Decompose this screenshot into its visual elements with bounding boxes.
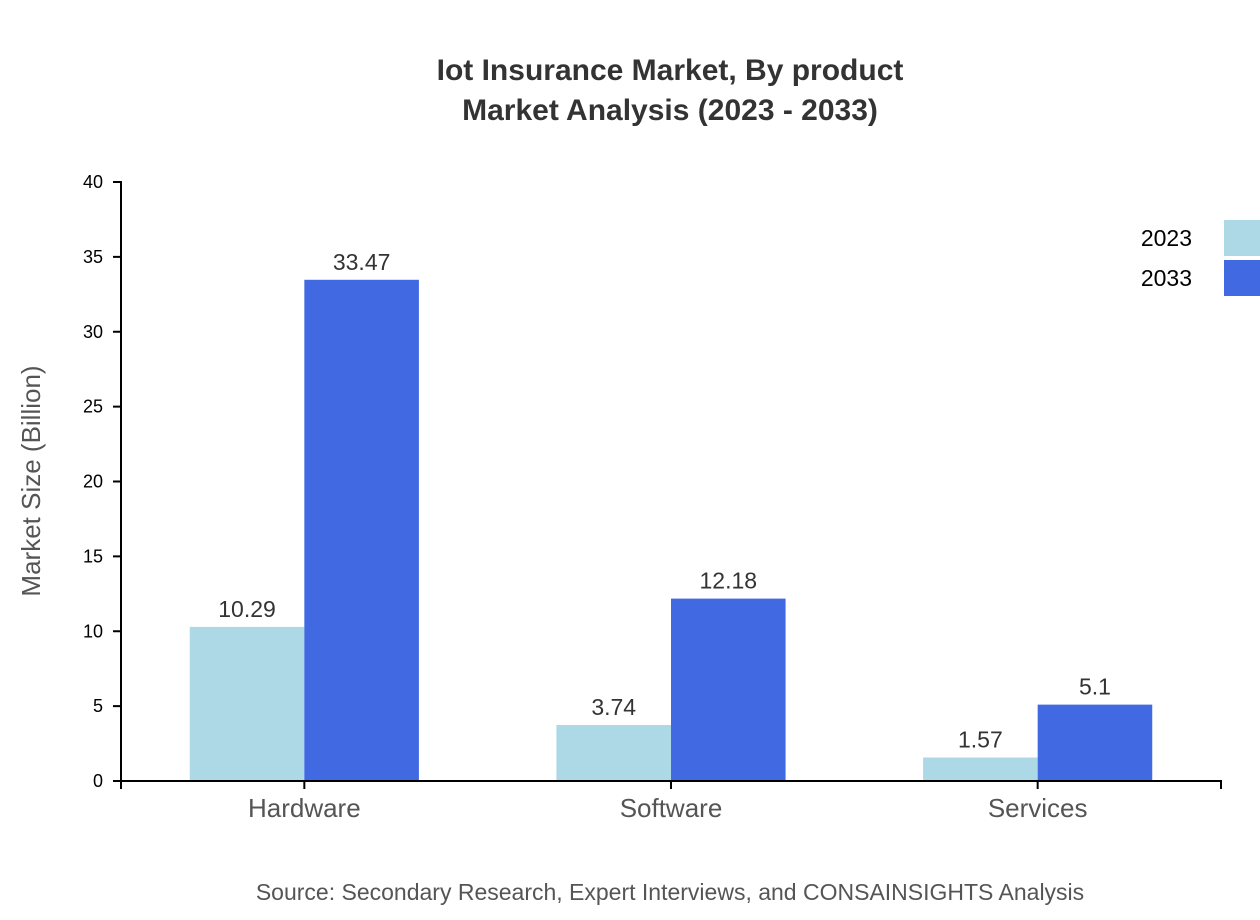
bar-hardware-2033 <box>304 279 419 781</box>
y-tick-label: 40 <box>83 172 103 192</box>
data-label: 33.47 <box>333 249 391 275</box>
y-tick-label: 25 <box>83 397 103 417</box>
axes: Hardware Software Services 0 5 10 15 20 25 30 35 40 <box>83 172 1222 823</box>
bar-software-2023 <box>556 724 671 781</box>
legend: 2023 2033 <box>1141 220 1260 296</box>
y-tick-label: 35 <box>83 247 103 267</box>
y-tick-label: 10 <box>83 621 103 641</box>
x-tick-label: Hardware <box>248 793 361 823</box>
data-label: 10.29 <box>218 596 276 622</box>
bar-services-2033 <box>1037 704 1153 781</box>
source-note: Source: Secondary Research, Expert Inter… <box>256 879 1084 905</box>
legend-swatch-2023 <box>1224 220 1260 256</box>
data-label: 5.1 <box>1079 674 1111 700</box>
bar-hardware-2023 <box>189 626 305 781</box>
y-tick-label: 5 <box>93 696 103 716</box>
y-axis-label: Market Size (Billion) <box>16 365 46 596</box>
y-tick-label: 0 <box>93 771 103 791</box>
bars: 10.29 33.47 3.74 12.18 1.57 5.1 <box>189 249 1153 781</box>
bar-services-2023 <box>923 757 1038 781</box>
legend-label: 2023 <box>1141 225 1192 251</box>
data-label: 3.74 <box>591 694 636 720</box>
chart-title-line-1: Iot Insurance Market, By product <box>437 54 904 87</box>
legend-swatch-2033 <box>1224 260 1260 296</box>
chart-title-line-2: Market Analysis (2023 - 2033) <box>462 94 878 127</box>
y-tick-label: 15 <box>83 546 103 566</box>
data-label: 12.18 <box>700 568 758 594</box>
bar-software-2033 <box>671 598 786 781</box>
data-label: 1.57 <box>958 726 1003 752</box>
x-tick-label: Services <box>988 793 1088 823</box>
y-tick-label: 30 <box>83 322 103 342</box>
y-tick-label: 20 <box>83 472 103 492</box>
x-axis <box>120 780 1222 789</box>
x-tick-label: Software <box>620 793 723 823</box>
legend-label: 2033 <box>1141 265 1192 291</box>
